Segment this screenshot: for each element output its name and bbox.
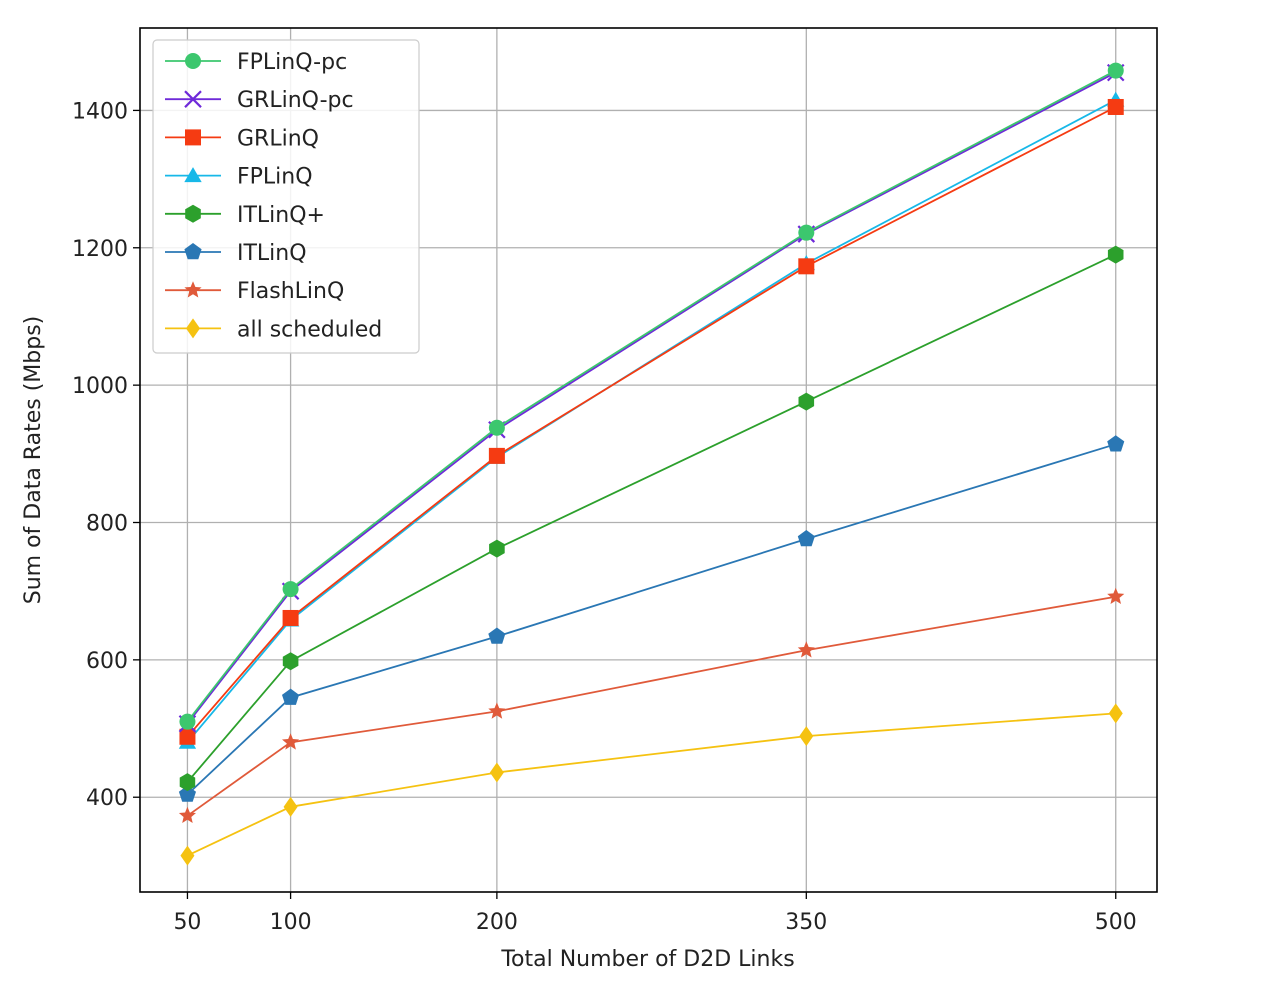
x-tick-label: 350 [785,910,827,935]
data-point-itlinq [488,627,506,644]
legend-label: ITLinQ+ [237,203,325,228]
data-point-fplinq-pc [179,713,196,730]
legend-marker [184,243,202,260]
legend-item-fplinq-pc: FPLinQ-pc [165,50,347,75]
legend-item-itlinq: ITLinQ [165,241,307,266]
data-point-itlinq [282,652,299,671]
y-tick-label: 400 [86,786,128,811]
legend-box [152,39,420,354]
y-tick-label: 800 [86,511,128,536]
series-layer [178,62,1125,866]
x-tick-label: 50 [173,910,201,935]
data-point-flashlinq [282,733,300,750]
data-point-grlinq [1107,98,1124,115]
data-point-itlinq [1107,245,1124,264]
y-tick-label: 1000 [72,374,128,399]
data-point-grlinq [282,609,299,626]
legend-item-all-scheduled: all scheduled [165,317,382,342]
legend-item-fplinq: FPLinQ [165,165,313,190]
x-axis-label: Total Number of D2D Links [500,947,794,972]
x-tick-label: 100 [270,910,312,935]
y-tick-label: 1400 [72,99,128,124]
data-point-fplinq-pc [798,224,815,241]
data-point-all-scheduled [799,726,814,747]
legend: FPLinQ-pc GRLinQ-pc GRLinQ FPLinQ ITLinQ+ ITL… [152,39,420,354]
legend-label: FlashLinQ [237,279,344,304]
data-point-itlinq [797,530,815,547]
series-fplinq-pc [179,62,1124,730]
series-all-scheduled [180,703,1123,866]
data-point-all-scheduled [180,845,195,866]
data-point-all-scheduled [489,762,504,783]
legend-marker [184,281,202,298]
data-point-all-scheduled [1108,703,1123,724]
y-tick-label: 1200 [72,237,128,262]
data-point-itlinq [179,773,196,792]
data-point-fplinq-pc [488,419,505,436]
legend-marker [185,204,201,223]
data-point-flashlinq [1107,587,1125,604]
data-point-flashlinq [488,702,506,719]
axis-ticks: 50 100 200 350 500 400 600 800 1000 1200 1400 [72,99,1137,935]
legend-marker [184,90,202,108]
data-point-flashlinq [178,806,196,823]
legend-label: FPLinQ [237,165,313,190]
legend-item-grlinq: GRLinQ [165,126,319,151]
legend-label: FPLinQ-pc [237,50,347,75]
data-point-itlinq [178,785,196,802]
data-point-grlinq [179,728,196,745]
legend-label: all scheduled [237,317,382,342]
data-point-itlinq [798,392,815,411]
series-flashlinq [178,587,1125,823]
data-point-flashlinq [797,641,815,658]
legend-label: GRLinQ-pc [237,88,354,113]
data-point-fplinq-pc [282,581,299,598]
series-itlinq [178,435,1125,802]
data-point-grlinq [488,447,505,464]
x-tick-label: 500 [1095,910,1137,935]
series-grlinq [179,98,1124,745]
data-point-fplinq-pc [1107,62,1124,79]
data-point-itlinq [489,539,505,558]
y-axis-label: Sum of Data Rates (Mbps) [21,316,46,605]
plot-frame [139,27,1158,893]
y-tick-label: 600 [86,649,128,674]
data-point-all-scheduled [283,796,298,817]
legend-item-itlinq: ITLinQ+ [165,203,325,228]
legend-item-grlinq-pc: GRLinQ-pc [165,88,354,113]
legend-label: ITLinQ [237,241,307,266]
data-point-itlinq [1107,435,1125,452]
legend-marker [186,318,200,339]
legend-marker [185,129,201,146]
series-itlinq [179,245,1124,792]
data-point-grlinq [798,258,815,275]
legend-item-flashlinq: FlashLinQ [165,279,344,304]
data-point-itlinq [282,688,300,705]
legend-marker [184,167,202,183]
legend-marker [185,53,201,69]
legend-label: GRLinQ [237,126,319,151]
x-tick-label: 200 [476,910,518,935]
